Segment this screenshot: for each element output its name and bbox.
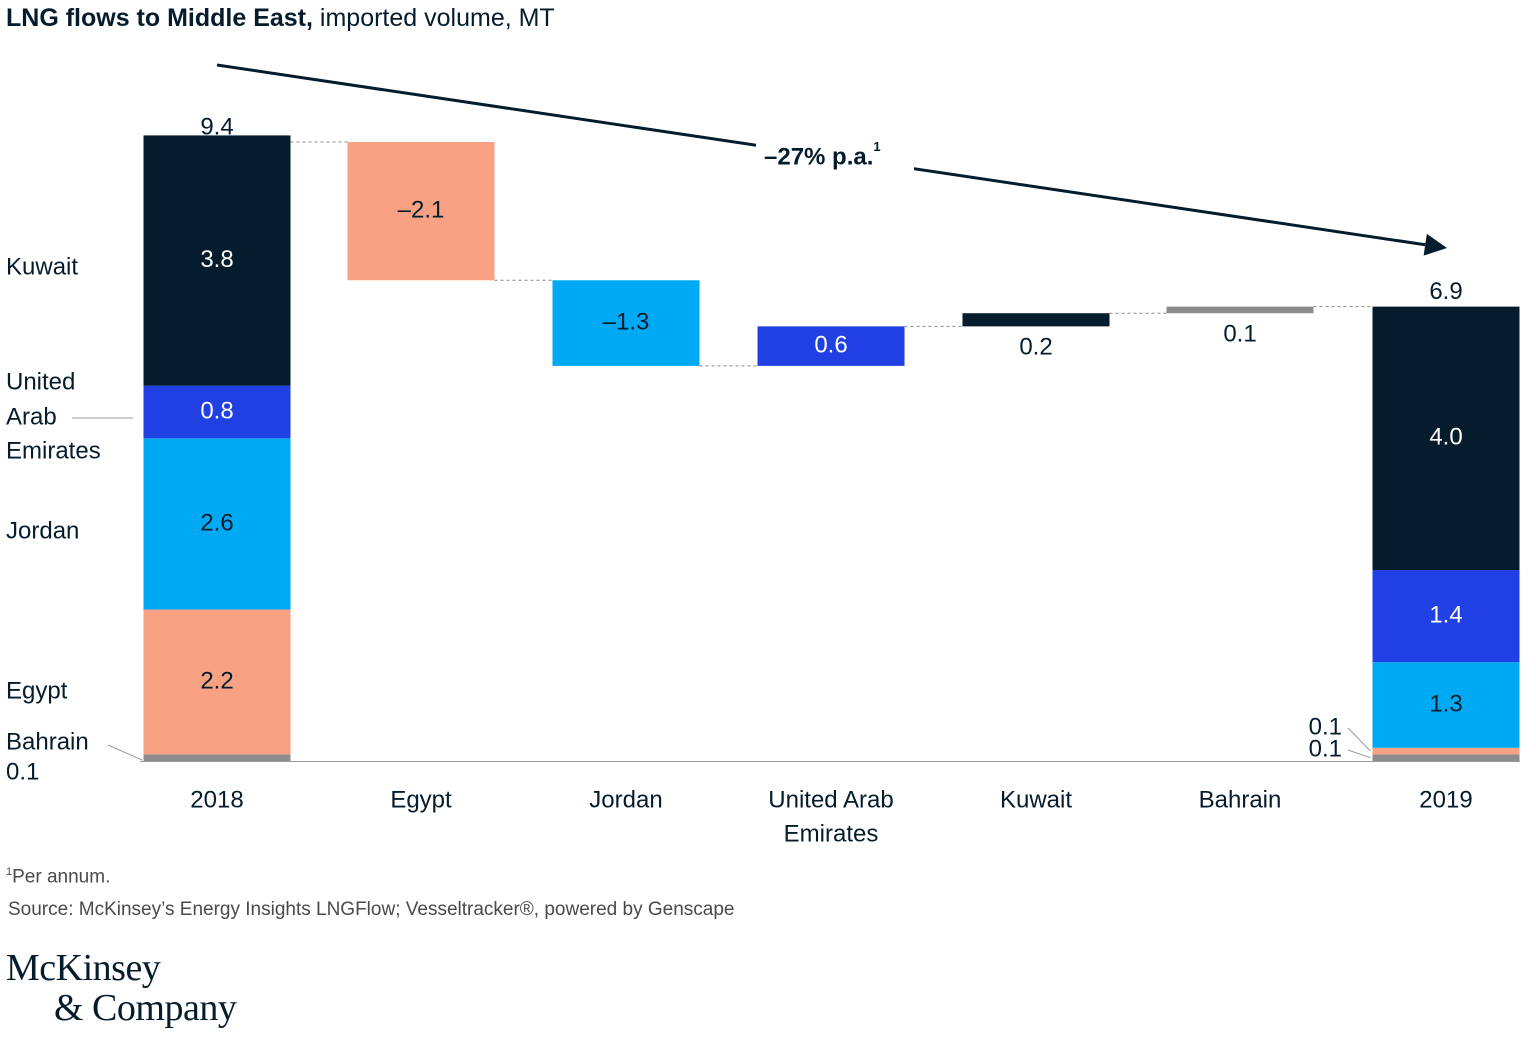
category-label-bahrain: Bahrain xyxy=(1199,786,1282,813)
footnote-text: Per annum. xyxy=(12,866,111,888)
bar-change-kuwait xyxy=(962,313,1110,327)
bar-change-egypt xyxy=(347,142,495,281)
bar-change-bahrain xyxy=(1166,306,1314,314)
footnote: 1Per annum. xyxy=(6,866,110,888)
side-label-kuwait: Kuwait xyxy=(6,253,78,280)
bar-label-bahrain: 0.1 xyxy=(1223,321,1256,348)
bar-label-2018-egypt: 2.2 xyxy=(200,667,233,694)
category-label-united-arab-emirates-1: Emirates xyxy=(784,820,879,847)
source-note: Source: McKinsey’s Energy Insights LNGFl… xyxy=(8,899,735,920)
category-label-united-arab-emirates: United Arab xyxy=(768,786,893,813)
bar-2019-bahrain xyxy=(1372,754,1520,761)
side-label-united-arab-emirates-1: Arab xyxy=(6,403,57,430)
bar-2019-united-arab-emirates xyxy=(1372,570,1520,663)
side-label-egypt: Egypt xyxy=(6,677,68,704)
bar-label-2019-jordan: 1.3 xyxy=(1429,690,1462,717)
trend-label-bg xyxy=(756,138,914,178)
bar-2018-united-arab-emirates xyxy=(143,385,291,439)
bar-label-2019-bahrain: 0.1 xyxy=(1309,735,1342,762)
bar-2018-egypt xyxy=(143,609,291,755)
side-label-bahrain-1: 0.1 xyxy=(6,758,39,785)
bar-label-2019-egypt: 0.1 xyxy=(1309,713,1342,740)
bar-label-2018-kuwait: 3.8 xyxy=(200,246,233,273)
footnote-mark: 1 xyxy=(6,866,13,878)
leader-2019-bahrain xyxy=(1347,749,1371,759)
total-label-2018: 9.4 xyxy=(200,113,233,140)
logo-line-2: & Company xyxy=(54,987,237,1029)
mckinsey-logo: McKinsey & Company xyxy=(6,947,237,1029)
chart-title: LNG flows to Middle East, imported volum… xyxy=(6,4,555,33)
bar-label-2019-united-arab-emirates: 1.4 xyxy=(1429,601,1462,628)
side-label-jordan: Jordan xyxy=(6,517,79,544)
category-label-egypt: Egypt xyxy=(390,786,452,813)
chart-title-bold: LNG flows to Middle East, xyxy=(6,4,313,32)
bar-label-2018-jordan: 2.6 xyxy=(200,509,233,536)
bar-2018-jordan xyxy=(143,438,291,610)
bar-label-2019-kuwait: 4.0 xyxy=(1429,424,1462,451)
bar-label-2018-united-arab-emirates: 0.8 xyxy=(200,397,233,424)
category-label-2018: 2018 xyxy=(190,786,243,813)
leader-bahrain xyxy=(107,744,143,761)
side-label-united-arab-emirates: United xyxy=(6,368,75,395)
category-label-2019: 2019 xyxy=(1419,786,1472,813)
bar-change-jordan xyxy=(552,280,700,366)
trend-arrowhead xyxy=(1423,233,1447,256)
leader-2019-egypt xyxy=(1347,727,1371,752)
chart-title-rest: imported volume, MT xyxy=(312,4,555,32)
bar-label-kuwait: 0.2 xyxy=(1019,334,1052,361)
bar-2019-egypt xyxy=(1372,747,1520,755)
side-label-bahrain: Bahrain xyxy=(6,728,89,755)
trend-footnote-mark: 1 xyxy=(873,139,880,154)
bar-2018-kuwait xyxy=(143,135,291,386)
logo-line-1: McKinsey xyxy=(6,947,161,989)
waterfall-chart: 2.22.60.83.89.4–2.1–1.30.6 0.2 0.10.10.11.… xyxy=(6,63,1520,847)
total-label-2019: 6.9 xyxy=(1429,278,1462,305)
bar-change-united-arab-emirates xyxy=(757,326,905,366)
bar-2019-kuwait xyxy=(1372,306,1520,571)
category-label-kuwait: Kuwait xyxy=(1000,786,1072,813)
bar-label-united-arab-emirates: 0.6 xyxy=(814,331,847,358)
bar-2019-jordan xyxy=(1372,662,1520,748)
trend-label: –27% p.a.1 xyxy=(764,139,881,170)
side-label-united-arab-emirates-2: Emirates xyxy=(6,437,101,464)
bar-2018-bahrain xyxy=(143,754,291,761)
bar-label-egypt: –2.1 xyxy=(398,196,445,223)
category-label-jordan: Jordan xyxy=(589,786,662,813)
bar-label-jordan: –1.3 xyxy=(603,308,650,335)
